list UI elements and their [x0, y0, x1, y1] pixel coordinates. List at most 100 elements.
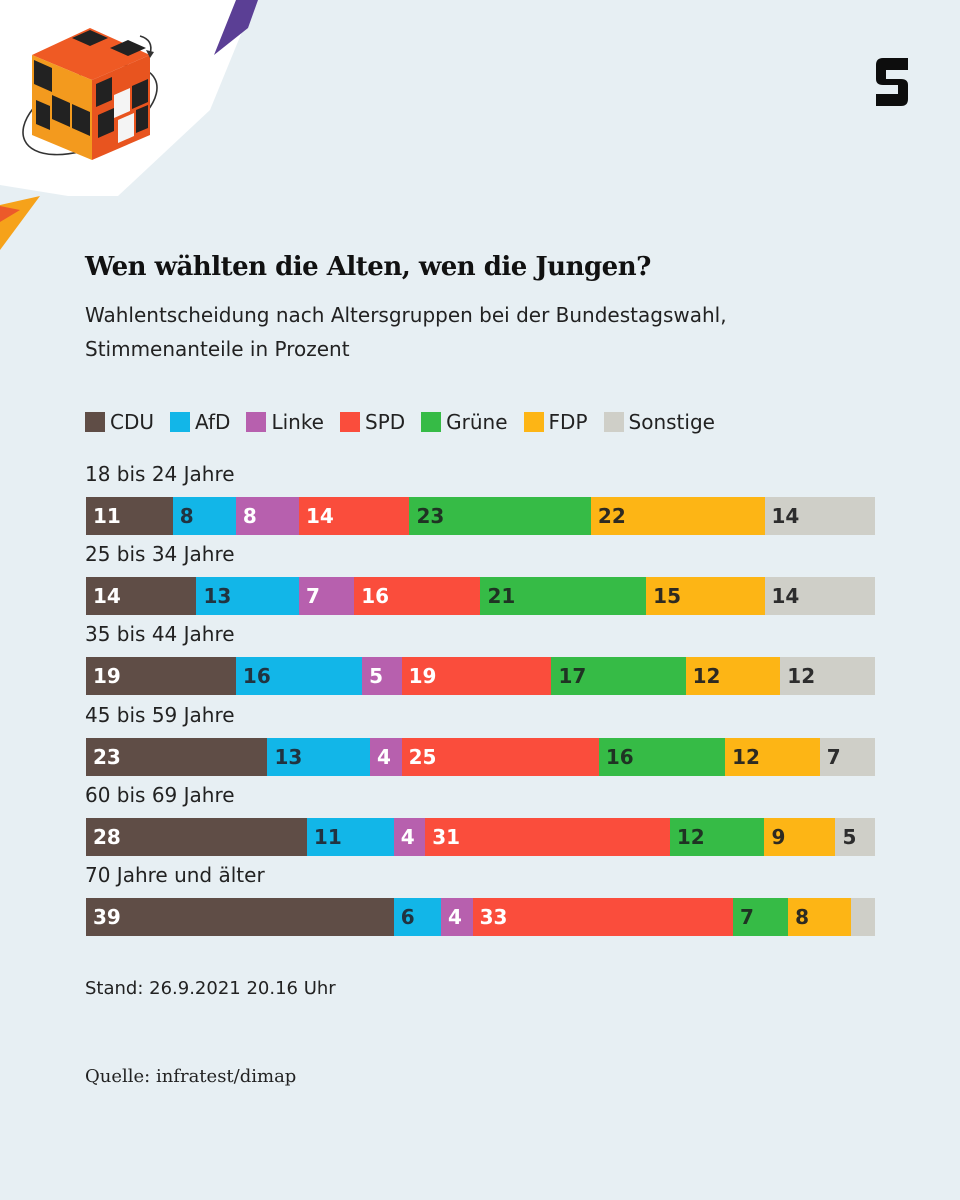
- bar-segment: 28: [86, 818, 307, 856]
- bar-segment: 25: [401, 738, 599, 776]
- legend-swatch: [603, 412, 624, 432]
- data-label: 25: [408, 745, 437, 769]
- legend-item-4: Grüne: [421, 410, 508, 434]
- data-label: 16: [242, 664, 271, 688]
- subtitle-line-2: Stimmenanteile in Prozent: [85, 337, 350, 361]
- legend-label: Sonstige: [628, 410, 715, 434]
- data-label: 19: [408, 664, 437, 688]
- bar-segment: 4: [441, 898, 473, 936]
- legend-item-3: SPD: [340, 410, 405, 434]
- bar-segment: 4: [393, 818, 426, 856]
- bar-segment: 11: [306, 818, 394, 856]
- data-label: 12: [787, 664, 816, 688]
- bar-segment: 16: [354, 577, 481, 615]
- data-label: 17: [558, 664, 587, 688]
- bar-segment: 17: [551, 657, 686, 695]
- decorative-cube-logo: [0, 0, 258, 250]
- data-label: 12: [732, 745, 760, 769]
- data-label: 12: [676, 825, 705, 849]
- data-label: 16: [361, 584, 390, 608]
- bar-segment: 12: [780, 657, 875, 695]
- legend-swatch: [170, 412, 191, 432]
- bar-segment: 8: [235, 497, 299, 535]
- legend-item-1: AfD: [170, 410, 230, 434]
- data-label: 23: [93, 745, 121, 769]
- bar-segment: 13: [267, 738, 371, 776]
- bar-segment: 6: [393, 898, 442, 936]
- bar-segment: 12: [669, 818, 765, 856]
- row-label: 18 bis 24 Jahre: [85, 462, 235, 486]
- legend-label: CDU: [110, 410, 155, 434]
- data-label: 7: [826, 745, 841, 769]
- data-label: 21: [487, 584, 516, 608]
- data-label: 39: [93, 905, 121, 929]
- bar-segment: 33: [472, 898, 733, 936]
- legend-label: AfD: [195, 410, 231, 434]
- legend-swatch: [421, 412, 442, 432]
- data-label: 5: [369, 664, 384, 688]
- data-label: 33: [479, 905, 508, 929]
- bar-segment: 11: [86, 497, 173, 535]
- bar-segment: 5: [362, 657, 402, 695]
- bar-segment: 23: [409, 497, 591, 535]
- bar-segment: 14: [299, 497, 410, 535]
- row-label: 60 bis 69 Jahre: [85, 783, 235, 807]
- bar-segment: 22: [590, 497, 765, 535]
- data-label: 14: [771, 504, 800, 528]
- legend-swatch: [246, 412, 267, 432]
- bar-segment: 14: [764, 497, 875, 535]
- legend-item-6: Sonstige: [603, 410, 715, 434]
- data-label: 15: [653, 584, 681, 608]
- bar-segment: 15: [646, 577, 765, 615]
- bar-segment: 9: [764, 818, 836, 856]
- legend-swatch: [340, 412, 360, 432]
- data-label: 28: [93, 825, 121, 849]
- chart-legend: CDU AfD Linke SPD Grüne FDP Sonstige: [85, 410, 731, 434]
- legend-swatch: [523, 412, 544, 432]
- bar-segment: 7: [732, 898, 789, 936]
- data-label: 16: [605, 745, 634, 769]
- legend-item-2: Linke: [246, 410, 324, 434]
- bar-segment: 8: [788, 898, 852, 936]
- timestamp-note: Stand: 26.9.2021 20.16 Uhr: [85, 978, 336, 999]
- bar-segment: [851, 898, 875, 936]
- bar-segment: 16: [598, 738, 726, 776]
- chart-title: Wen wählten die Alten, wen die Jungen?: [85, 252, 651, 282]
- bar-segment: 14: [764, 577, 875, 615]
- data-label: 13: [203, 584, 232, 608]
- data-label: 9: [771, 825, 786, 849]
- data-label: 4: [377, 745, 391, 769]
- bar-segment: 23: [86, 738, 268, 776]
- brand-logo-letter: S: [892, 87, 893, 89]
- bar-segment: 13: [196, 577, 300, 615]
- data-label: 31: [432, 825, 461, 849]
- stacked-bar-row: 14 13 7 16 21 15 14: [86, 577, 875, 615]
- stacked-bar-row: 39 6 4 33 7 8: [86, 898, 875, 936]
- legend-label: SPD: [365, 410, 406, 434]
- legend-swatch: [85, 412, 105, 432]
- data-label: 14: [306, 504, 334, 528]
- row-label: 45 bis 59 Jahre: [85, 703, 235, 727]
- stacked-bar-row: 11 8 8 14 23 22 14: [86, 497, 875, 535]
- bar-segment: 19: [86, 657, 236, 695]
- brand-logo-s: S: [876, 58, 908, 106]
- subtitle-line-1: Wahlentscheidung nach Altersgruppen bei …: [85, 303, 727, 327]
- bar-segment: 8: [172, 497, 236, 535]
- data-label: 7: [306, 584, 320, 608]
- source-note: Quelle: infratest/dimap: [85, 1066, 297, 1087]
- data-label: 8: [795, 905, 810, 929]
- bar-segment: 4: [370, 738, 402, 776]
- data-label: 22: [597, 504, 626, 528]
- legend-label: Grüne: [446, 410, 508, 434]
- data-label: 7: [739, 905, 754, 929]
- bar-segment: 31: [425, 818, 670, 856]
- data-label: 4: [400, 825, 415, 849]
- data-label: 23: [416, 504, 445, 528]
- bar-segment: 39: [86, 898, 394, 936]
- data-label: 12: [692, 664, 721, 688]
- data-label: 11: [93, 504, 121, 528]
- bar-segment: 21: [480, 577, 647, 615]
- legend-label: Linke: [271, 410, 324, 434]
- data-label: 11: [313, 825, 342, 849]
- bar-segment: 16: [235, 657, 363, 695]
